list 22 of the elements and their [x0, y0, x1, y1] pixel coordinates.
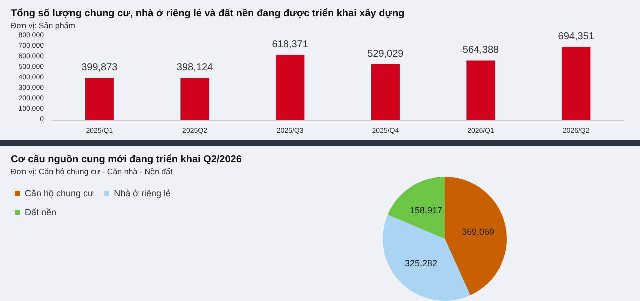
data-label: 564,388 [462, 45, 500, 56]
data-label: 325,282 [404, 258, 438, 268]
chart-subtitle: Đơn vị: Sản phẩm [11, 22, 76, 30]
legend-label: Căn hộ chung cư [25, 188, 94, 198]
chart-title: Tổng số lượng chung cư, nhà ở riêng lẻ và đất nền đang được triển khai xây dựng [11, 8, 405, 20]
data-label: 398,124 [176, 62, 214, 74]
bar [466, 60, 496, 120]
data-label: 158,917 [410, 206, 442, 216]
chart-title: Cơ cấu nguồn cung mới đang triển khai Q2/2026 [11, 154, 242, 166]
data-label: 529,029 [368, 48, 404, 60]
bar [562, 47, 591, 120]
bar [180, 78, 210, 120]
bar [371, 64, 400, 120]
data-label: 694,351 [558, 32, 595, 43]
data-label: 369,069 [462, 226, 495, 237]
bar [85, 78, 114, 120]
legend-label: Nhà ở riêng lẻ [114, 188, 172, 198]
data-label: 618,371 [272, 40, 309, 51]
data-label: 399,873 [82, 62, 118, 74]
chart-subtitle: Đơn vị: Căn hộ chung cư - Căn nhà - Nền đất [11, 168, 174, 176]
legend-label: Đất nền [25, 208, 57, 218]
bar [276, 55, 305, 120]
